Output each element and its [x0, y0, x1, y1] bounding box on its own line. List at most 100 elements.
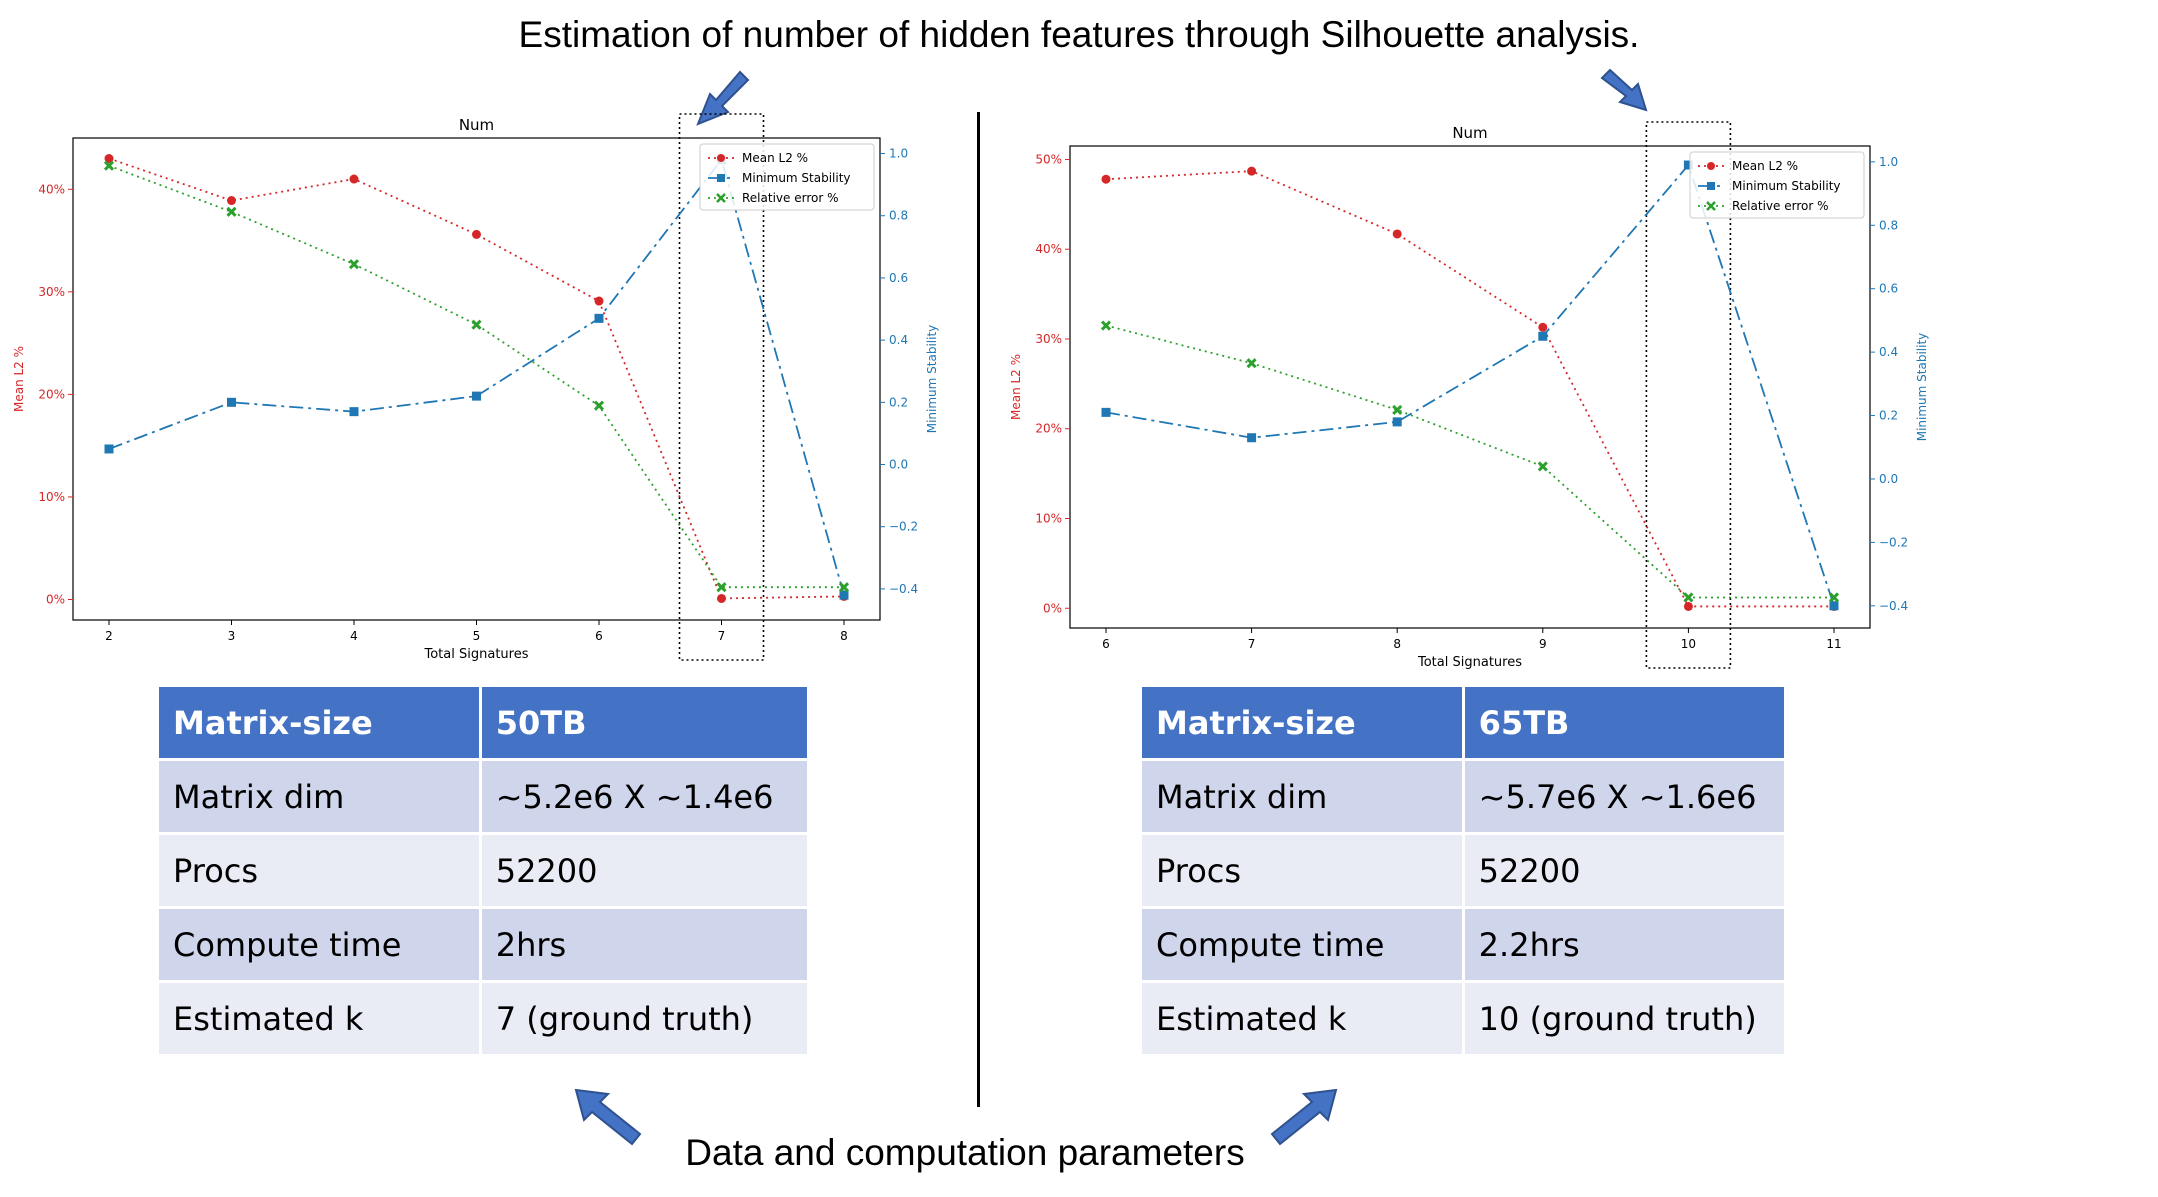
y-tick-label-right: −0.4	[1879, 599, 1908, 613]
data-point	[1683, 160, 1693, 170]
data-point	[349, 407, 359, 417]
data-point	[716, 582, 727, 593]
params-table-left: Matrix-size 50TB Matrix dim ~5.2e6 X ~1.…	[156, 684, 811, 1057]
x-tick-label: 11	[1826, 637, 1841, 651]
table-cell: 52200	[478, 832, 811, 909]
y-tick-label-right: −0.2	[1879, 535, 1908, 549]
chart-title: Num	[459, 116, 494, 134]
y-tick-label-right: 0.8	[1879, 218, 1898, 232]
table-cell: 52200	[1461, 832, 1788, 909]
y-tick-label-right: 0.6	[1879, 282, 1898, 296]
y-tick-label-left: 10%	[1035, 511, 1062, 525]
data-point	[1247, 433, 1257, 443]
series-line	[1105, 163, 1835, 607]
series-line	[1105, 170, 1834, 608]
y-tick-label-right: 0.6	[889, 271, 908, 285]
y-axis-label-left: Mean L2 %	[1009, 354, 1023, 420]
x-tick-label: 8	[1393, 637, 1401, 651]
legend-label: Relative error %	[742, 191, 838, 205]
data-point	[227, 196, 236, 206]
y-tick-label-left: 20%	[1035, 422, 1062, 436]
data-point	[594, 313, 604, 323]
data-point	[1538, 331, 1548, 341]
data-point	[594, 296, 604, 306]
arrow-down-left-icon	[696, 70, 750, 126]
highlight-box	[1645, 121, 1732, 669]
legend-box	[699, 143, 875, 211]
arrow-up-left-icon	[574, 1088, 642, 1146]
y-axis-label-right: Minimum Stability	[1915, 333, 1929, 442]
chart-left: Num Total Signatures Mean L2 % Minimum Stab…	[12, 113, 939, 662]
table-header-cell: Matrix-size	[156, 684, 482, 761]
data-point	[1246, 358, 1257, 369]
data-point	[471, 319, 482, 330]
table-row: Compute time 2.2hrs	[1139, 906, 1788, 983]
y-tick-label-right: 0.8	[889, 209, 908, 223]
data-point	[104, 154, 114, 164]
table-cell: Procs	[1139, 832, 1465, 909]
y-tick-label-left: 30%	[38, 285, 65, 299]
y-tick-label-right: 0.2	[889, 395, 908, 409]
table-cell: 2hrs	[478, 906, 811, 983]
x-axis-label: Total Signatures	[1417, 655, 1522, 670]
table-cell: ~5.7e6 X ~1.6e6	[1461, 758, 1788, 835]
table-row: Matrix dim ~5.7e6 X ~1.6e6	[1139, 758, 1788, 835]
legend-marker	[716, 193, 726, 203]
table-header-row: Matrix-size 65TB	[1139, 684, 1788, 761]
y-tick-label-right: 0.4	[1879, 345, 1898, 359]
y-tick-label-right: −0.2	[889, 520, 918, 534]
x-tick-label: 6	[595, 629, 603, 643]
data-point	[104, 444, 114, 454]
table-cell: 10 (ground truth)	[1461, 980, 1788, 1057]
x-tick-label: 5	[473, 629, 481, 643]
series-line	[108, 157, 845, 600]
slide-headline: Estimation of number of hidden features …	[518, 14, 1640, 55]
legend-marker	[717, 154, 725, 162]
x-tick-label: 7	[1248, 637, 1256, 651]
table-header-cell: 50TB	[478, 684, 811, 761]
x-tick-label: 4	[350, 629, 358, 643]
table-row: Matrix dim ~5.2e6 X ~1.4e6	[156, 758, 811, 835]
data-point	[838, 582, 850, 593]
legend-box	[1689, 151, 1865, 219]
y-tick-label-left: 40%	[1035, 242, 1062, 256]
table-cell: Estimated k	[156, 980, 482, 1057]
x-tick-label: 2	[105, 629, 113, 643]
y-tick-label-left: 10%	[38, 490, 65, 504]
x-tick-label: 8	[840, 629, 848, 643]
y-tick-label-right: 1.0	[889, 147, 908, 161]
data-point	[593, 400, 605, 411]
y-tick-label-right: −0.4	[889, 582, 918, 596]
y-tick-label-left: 20%	[38, 387, 65, 401]
table-cell: Procs	[156, 832, 482, 909]
data-point	[348, 259, 360, 270]
table-row: Procs 52200	[1139, 832, 1788, 909]
highlight-box	[678, 113, 765, 661]
data-point	[1683, 601, 1693, 611]
legend-label: Mean L2 %	[1732, 159, 1798, 173]
legend-marker	[1707, 182, 1715, 190]
data-point	[227, 397, 236, 407]
arrow-up-right-icon	[1270, 1088, 1338, 1146]
y-tick-label-left: 40%	[38, 182, 65, 196]
x-axis-label: Total Signatures	[424, 647, 529, 662]
y-tick-label-left: 30%	[1035, 332, 1062, 346]
table-row: Estimated k 7 (ground truth)	[156, 980, 811, 1057]
x-tick-label: 7	[718, 629, 726, 643]
x-tick-label: 9	[1539, 637, 1547, 651]
data-point	[717, 593, 726, 603]
chart-title: Num	[1452, 124, 1487, 142]
table-cell: 2.2hrs	[1461, 906, 1788, 983]
table-header-cell: 65TB	[1461, 684, 1788, 761]
legend-marker	[1707, 162, 1715, 170]
series-line	[108, 157, 845, 596]
y-tick-label-left: 0%	[46, 592, 65, 606]
data-point	[1392, 229, 1402, 239]
table-cell: Compute time	[1139, 906, 1465, 983]
y-tick-label-right: 0.0	[1879, 472, 1898, 486]
data-point	[226, 206, 237, 217]
data-point	[472, 229, 481, 239]
table-cell: Matrix dim	[156, 758, 482, 835]
y-tick-label-left: 0%	[1043, 601, 1062, 615]
data-point	[103, 160, 115, 171]
